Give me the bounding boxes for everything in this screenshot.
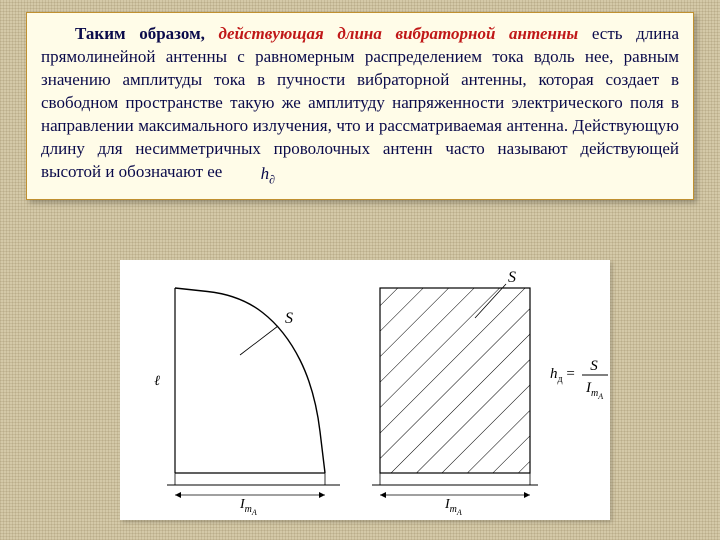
hd-symbol: h∂ (227, 163, 275, 187)
svg-text:ℓ: ℓ (154, 374, 160, 389)
definition-box: Таким образом, действующая длина вибрато… (26, 12, 694, 200)
svg-text:ImA: ImA (239, 497, 257, 517)
svg-text:S: S (590, 358, 598, 374)
svg-text:hд =: hд = (550, 366, 575, 385)
svg-text:S: S (285, 310, 293, 327)
definition-paragraph: Таким образом, действующая длина вибрато… (41, 23, 679, 187)
svg-text:ImA: ImA (444, 497, 462, 517)
svg-text:S: S (508, 269, 516, 286)
lead-text: Таким образом, (75, 24, 205, 43)
figure-container: Sℓ ImA S ImA hд = S ImA (120, 260, 610, 520)
body-text: есть длина прямолинейной антенны с равно… (41, 24, 679, 181)
diagrams-svg: Sℓ ImA S ImA hд = S ImA (120, 260, 610, 520)
svg-text:ImA: ImA (585, 380, 603, 401)
emphasized-term: действующая длина вибраторной антенны (205, 24, 592, 43)
